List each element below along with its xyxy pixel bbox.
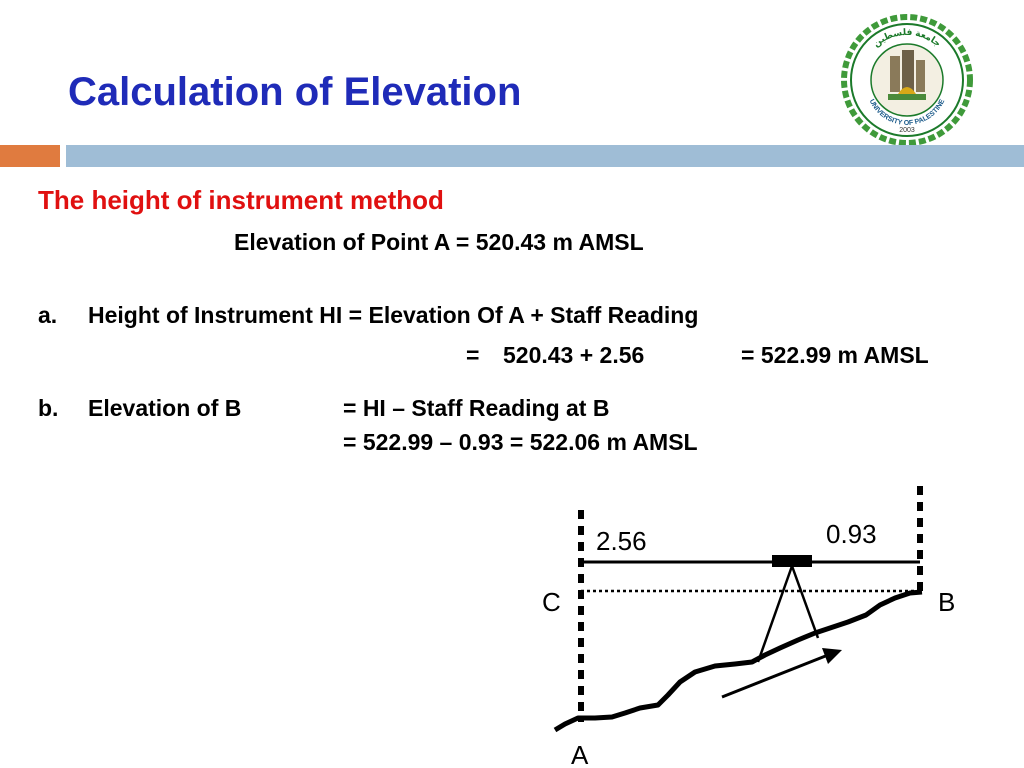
- university-logo: جامعة فلسطين UNIVERSITY OF PALESTINE 200…: [840, 14, 974, 146]
- step-b-result: = 522.99 – 0.93 = 522.06 m AMSL: [343, 429, 698, 455]
- direction-arrow: [721, 653, 829, 699]
- step-b-formula: = HI – Staff Reading at B: [343, 395, 610, 421]
- step-b-label: Elevation of B: [88, 395, 242, 421]
- ground-profile: [553, 589, 923, 733]
- method-heading: The height of instrument method: [38, 185, 444, 215]
- leveling-diagram: 2.56 0.93 C B A: [542, 486, 955, 768]
- step-a-formula: Height of Instrument HI = Elevation Of A…: [88, 302, 699, 328]
- given-elevation: Elevation of Point A = 520.43 m AMSL: [234, 229, 644, 255]
- point-c-label: C: [542, 587, 561, 617]
- step-a-equals: =: [466, 342, 480, 368]
- level-instrument: [772, 555, 812, 567]
- slide-title: Calculation of Elevation: [68, 70, 522, 114]
- tripod-leg-right: [790, 565, 820, 639]
- reading-at-b: 0.93: [826, 519, 877, 549]
- tripod-leg-left: [756, 565, 794, 663]
- accent-bar-blue: [66, 145, 1024, 167]
- point-b-label: B: [938, 587, 955, 617]
- step-b-marker: b.: [38, 395, 59, 421]
- reading-at-a: 2.56: [596, 526, 647, 556]
- point-a-label: A: [571, 740, 589, 768]
- direction-arrowhead: [822, 648, 842, 664]
- step-a-expression: 520.43 + 2.56: [503, 342, 645, 368]
- logo-year: 2003: [899, 127, 915, 134]
- step-a-marker: a.: [38, 302, 58, 328]
- step-a-result: = 522.99 m AMSL: [741, 342, 929, 368]
- accent-bar-orange: [0, 145, 60, 167]
